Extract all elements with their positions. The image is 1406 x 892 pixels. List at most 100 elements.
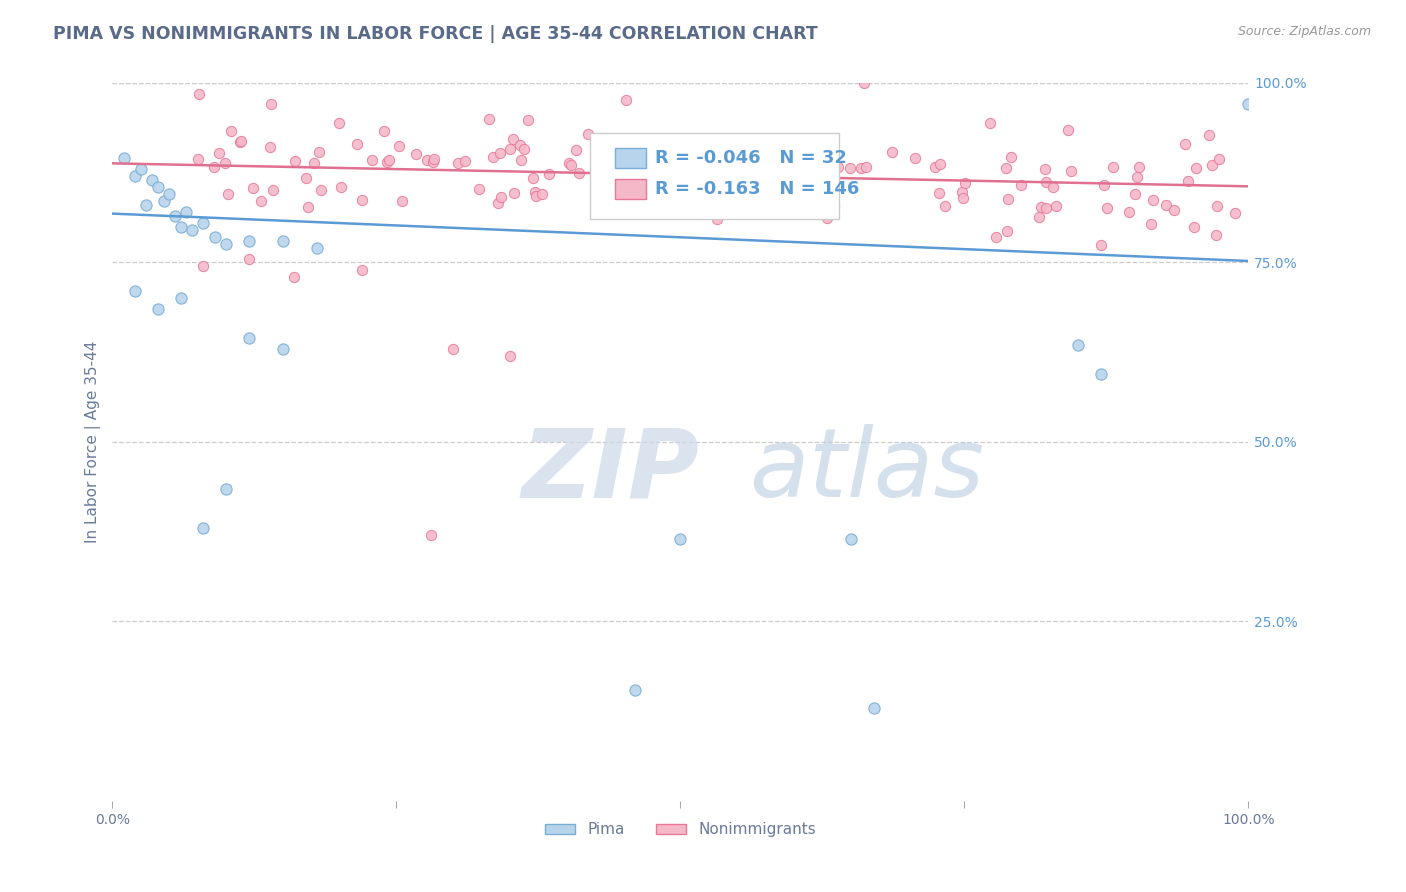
Point [1142,194,1164,208]
Point [730,166,752,180]
Point [502,132,524,146]
Point [193,259,215,273]
Point [565,144,588,158]
Point [624,682,647,697]
Point [187,153,209,167]
Point [1123,186,1146,201]
Point [928,186,950,200]
Point [482,150,505,164]
Point [309,183,332,197]
Point [637,155,659,169]
Point [679,157,702,171]
Text: R = -0.163   N = 146: R = -0.163 N = 146 [655,180,860,198]
Point [352,193,374,207]
Point [215,237,238,252]
Point [415,153,437,168]
Point [1067,338,1090,352]
Point [489,190,512,204]
Point [169,219,191,234]
Point [631,192,654,206]
Point [152,194,174,209]
Point [1139,217,1161,231]
Point [217,186,239,201]
Point [352,262,374,277]
Point [751,168,773,182]
Point [560,158,582,172]
Point [1090,367,1112,381]
Point [1163,202,1185,217]
Point [1205,227,1227,242]
Point [1237,97,1260,112]
Point [361,153,384,168]
Point [576,127,599,141]
Point [645,175,668,189]
Point [724,165,747,179]
Y-axis label: In Labor Force | Age 35-44: In Labor Force | Age 35-44 [86,341,101,543]
Point [530,187,553,202]
Point [328,116,350,130]
Point [422,152,444,166]
Point [135,198,157,212]
Point [1101,160,1123,174]
Point [955,176,977,190]
Point [1056,123,1078,137]
Point [295,171,318,186]
Point [478,112,501,127]
Point [929,157,952,171]
Legend: Pima, Nonimmigrants: Pima, Nonimmigrants [538,816,823,844]
Point [758,203,780,218]
Point [979,116,1001,130]
Point [1177,174,1199,188]
Point [728,205,751,219]
Point [1201,158,1223,172]
Point [524,189,547,203]
Point [305,241,328,255]
Point [1000,150,1022,164]
Point [215,482,238,496]
Point [669,532,692,546]
Point [1028,210,1050,224]
Point [1095,201,1118,215]
Point [1205,199,1227,213]
Point [813,145,835,159]
Point [219,124,242,138]
Point [823,200,845,214]
Point [984,230,1007,244]
Point [373,124,395,138]
Point [934,199,956,213]
Point [880,145,903,159]
Point [259,140,281,154]
Point [1035,201,1057,215]
Point [238,234,260,248]
Point [229,134,252,148]
Point [614,93,637,107]
Point [193,216,215,230]
Point [633,197,655,211]
Point [1173,136,1195,151]
Point [950,185,973,199]
Point [228,135,250,149]
Point [995,224,1018,238]
Point [1154,197,1177,211]
Point [1223,206,1246,220]
Point [558,156,581,170]
Point [592,174,614,188]
Point [855,160,877,174]
FancyBboxPatch shape [614,147,647,168]
Point [1060,164,1083,178]
Point [202,160,225,174]
Point [405,146,427,161]
Point [308,145,330,159]
Point [238,252,260,266]
Point [249,194,271,209]
Point [827,160,849,174]
Point [1092,178,1115,192]
Point [509,137,531,152]
Point [1185,161,1208,175]
Point [181,223,204,237]
Point [112,151,135,165]
Point [1198,128,1220,142]
Point [163,209,186,223]
Point [129,162,152,177]
Point [1035,175,1057,189]
